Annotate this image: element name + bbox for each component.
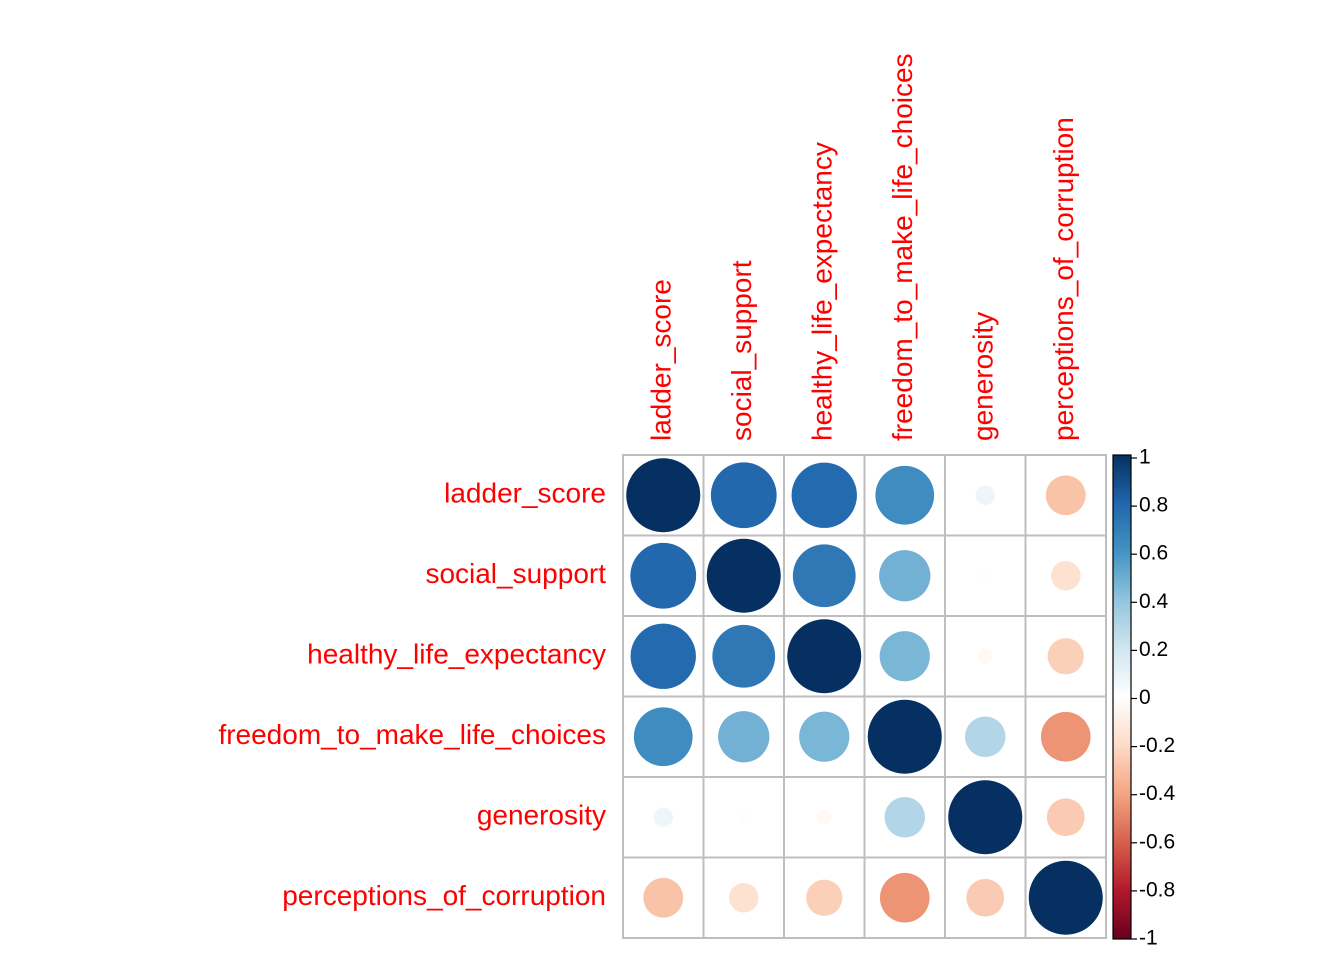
corr-circle-healthy_life_expectancy-ladder_score bbox=[630, 623, 696, 689]
corr-circle-healthy_life_expectancy-generosity bbox=[977, 648, 993, 664]
corr-circle-generosity-generosity bbox=[948, 780, 1023, 855]
row-label-healthy_life_expectancy: healthy_life_expectancy bbox=[307, 639, 606, 670]
corr-circle-freedom_to_make_life_choices-healthy_life_expectancy bbox=[799, 711, 850, 762]
corr-circle-freedom_to_make_life_choices-social_support bbox=[718, 711, 770, 763]
corr-circle-ladder_score-generosity bbox=[975, 485, 996, 506]
corr-circle-freedom_to_make_life_choices-generosity bbox=[964, 716, 1006, 758]
colorbar-tick-label: -0.4 bbox=[1139, 782, 1176, 805]
row-label-freedom_to_make_life_choices: freedom_to_make_life_choices bbox=[218, 719, 606, 750]
column-label-ladder_score: ladder_score bbox=[646, 279, 677, 441]
row-label-social_support: social_support bbox=[425, 558, 606, 589]
corr-circle-healthy_life_expectancy-social_support bbox=[712, 624, 776, 688]
corr-circle-generosity-social_support bbox=[740, 813, 748, 821]
corr-circle-ladder_score-healthy_life_expectancy bbox=[791, 462, 857, 528]
colorbar-tick-label: 0 bbox=[1139, 686, 1151, 709]
corr-circle-perceptions_of_corruption-generosity bbox=[966, 878, 1005, 917]
row-label-generosity: generosity bbox=[477, 800, 606, 831]
corr-circle-generosity-perceptions_of_corruption bbox=[1046, 798, 1085, 837]
colorbar-tick-label: -0.8 bbox=[1139, 878, 1175, 901]
corr-circle-social_support-perceptions_of_corruption bbox=[1050, 560, 1081, 591]
corr-circle-generosity-ladder_score bbox=[653, 807, 674, 828]
colorbar-tick-label: 0.8 bbox=[1139, 494, 1168, 517]
corr-circle-freedom_to_make_life_choices-perceptions_of_corruption bbox=[1040, 711, 1091, 762]
colorbar-tick-label: 1 bbox=[1139, 446, 1151, 469]
corr-circle-ladder_score-social_support bbox=[710, 462, 777, 529]
corr-circle-healthy_life_expectancy-perceptions_of_corruption bbox=[1047, 638, 1084, 675]
colorbar-tick-label: 0.6 bbox=[1139, 542, 1168, 565]
corr-circle-social_support-healthy_life_expectancy bbox=[792, 544, 856, 608]
column-label-social_support: social_support bbox=[726, 260, 757, 441]
corr-circle-healthy_life_expectancy-healthy_life_expectancy bbox=[787, 619, 862, 694]
colorbar-tick-label: -0.6 bbox=[1139, 830, 1175, 853]
colorbar-tick-label: 0.2 bbox=[1139, 638, 1168, 661]
corr-circle-social_support-freedom_to_make_life_choices bbox=[879, 550, 931, 602]
colorbar-tick-label: -1 bbox=[1139, 927, 1158, 950]
corr-circle-perceptions_of_corruption-freedom_to_make_life_choices bbox=[879, 872, 930, 923]
corr-circle-generosity-freedom_to_make_life_choices bbox=[884, 796, 926, 838]
corr-circle-ladder_score-ladder_score bbox=[626, 458, 701, 533]
corr-circle-ladder_score-freedom_to_make_life_choices bbox=[875, 465, 935, 525]
column-labels: ladder_score social_support healthy_life_e… bbox=[646, 53, 1080, 441]
column-label-healthy_life_expectancy: healthy_life_expectancy bbox=[807, 142, 838, 441]
corr-circle-perceptions_of_corruption-ladder_score bbox=[643, 877, 684, 918]
corr-circle-healthy_life_expectancy-freedom_to_make_life_choices bbox=[879, 631, 930, 682]
colorbar: 1 0.8 0.6 0.4 0.2 0 -0.2 -0.4 -0.6 -0.8 -1 bbox=[1112, 446, 1176, 950]
column-label-generosity: generosity bbox=[968, 312, 999, 441]
row-label-perceptions_of_corruption: perceptions_of_corruption bbox=[282, 880, 606, 911]
colorbar-tick-label: 0.4 bbox=[1139, 590, 1169, 613]
corr-circle-perceptions_of_corruption-healthy_life_expectancy bbox=[806, 879, 843, 916]
corr-circle-generosity-healthy_life_expectancy bbox=[816, 809, 832, 825]
corr-circle-social_support-social_support bbox=[706, 538, 781, 613]
corr-circle-social_support-ladder_score bbox=[630, 542, 697, 609]
corr-circle-ladder_score-perceptions_of_corruption bbox=[1045, 475, 1086, 516]
grid-cell bbox=[1024, 856, 1107, 939]
row-label-ladder_score: ladder_score bbox=[444, 478, 606, 509]
column-label-freedom_to_make_life_choices: freedom_to_make_life_choices bbox=[887, 53, 918, 441]
corr-circle-social_support-generosity bbox=[981, 572, 989, 580]
colorbar-gradient bbox=[1112, 454, 1132, 940]
row-labels: ladder_score social_support healthy_life_e… bbox=[218, 478, 606, 912]
corr-circle-perceptions_of_corruption-social_support bbox=[728, 882, 759, 913]
corr-circle-freedom_to_make_life_choices-ladder_score bbox=[633, 707, 693, 767]
column-label-perceptions_of_corruption: perceptions_of_corruption bbox=[1048, 117, 1079, 441]
correlation-circles bbox=[626, 458, 1103, 935]
colorbar-tick-label: -0.2 bbox=[1139, 734, 1175, 757]
grid bbox=[622, 454, 1107, 939]
corr-circle-freedom_to_make_life_choices-freedom_to_make_life_choices bbox=[867, 699, 942, 774]
corr-circle-perceptions_of_corruption-perceptions_of_corruption bbox=[1028, 860, 1103, 935]
